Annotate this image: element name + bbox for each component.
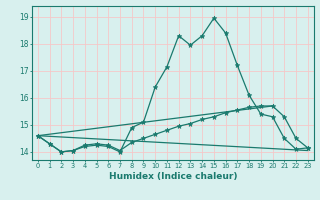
X-axis label: Humidex (Indice chaleur): Humidex (Indice chaleur)	[108, 172, 237, 181]
